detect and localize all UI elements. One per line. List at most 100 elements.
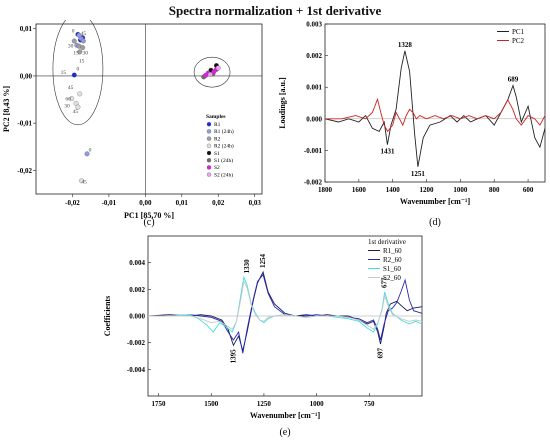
x-tick-label: 750 bbox=[364, 400, 375, 408]
x-tick-label: -0,01 bbox=[102, 199, 117, 207]
x-tick-label: 800 bbox=[489, 186, 500, 194]
legend-label: R2 bbox=[214, 136, 221, 142]
legend-label: R1 bbox=[214, 122, 221, 128]
x-axis-label: Wavenumber [cm⁻¹] bbox=[400, 197, 471, 206]
legend-label: R1 (24h) bbox=[214, 128, 234, 135]
loadings-chart: 1800 1600 1400 1200 1000 800 600 0.003 0.002 0.00… bbox=[278, 21, 546, 228]
loadings-panel: 1800 1600 1400 1200 1000 800 600 0.003 0.002 0.00… bbox=[275, 20, 550, 230]
y-tick-label: 0.004 bbox=[129, 259, 145, 267]
legend-label: R2_60 bbox=[383, 256, 402, 264]
scatter-point bbox=[69, 96, 75, 102]
series-line bbox=[325, 97, 546, 133]
legend-label: S2_60 bbox=[383, 274, 401, 282]
y-axis-label: PC2 [8,43 %] bbox=[2, 86, 11, 132]
legend-marker bbox=[206, 136, 212, 141]
peak-annotation: 1431 bbox=[380, 148, 395, 156]
x-tick-label: 600 bbox=[523, 186, 534, 194]
scatter-point bbox=[80, 45, 86, 51]
scatter-point bbox=[71, 72, 77, 78]
point-label: 15 bbox=[61, 70, 67, 76]
x-tick-label: -0,02 bbox=[65, 199, 80, 207]
y-tick-label: 0.000 bbox=[306, 115, 322, 123]
y-tick-label: 0.001 bbox=[306, 84, 322, 92]
coefficients-chart: 1750 1500 1250 1000 750 0.004 0.002 0.000 -0.002… bbox=[103, 235, 423, 438]
plot-frame bbox=[324, 23, 546, 183]
scatter-point bbox=[75, 104, 81, 110]
legend-label: R2 (24h) bbox=[214, 143, 234, 150]
y-tick-label: 0,01 bbox=[20, 25, 33, 33]
cluster-ellipse-s bbox=[193, 56, 231, 88]
x-axis-label: Wavenumber [cm⁻¹] bbox=[250, 411, 321, 420]
legend-label: S2 bbox=[214, 165, 220, 171]
x-tick-label: 1500 bbox=[204, 400, 219, 408]
legend-label: S1 bbox=[214, 151, 220, 157]
legend-label: S2 (24h) bbox=[214, 171, 233, 178]
series-line bbox=[324, 50, 546, 167]
y-tick-label: -0,01 bbox=[17, 120, 32, 128]
point-label: 45 bbox=[73, 109, 79, 115]
scatter-point bbox=[77, 49, 83, 55]
coefficients-panel: 1750 1500 1250 1000 750 0.004 0.002 0.000 -0.002… bbox=[100, 232, 430, 441]
legend-marker bbox=[206, 143, 212, 148]
point-label: 60 bbox=[65, 97, 71, 103]
y-tick-label: 0.002 bbox=[306, 52, 322, 60]
x-tick-label: 0,00 bbox=[139, 199, 152, 207]
x-tick-label: 1000 bbox=[310, 400, 325, 408]
x-tick-label: 0,02 bbox=[212, 199, 225, 207]
point-label: 45 bbox=[68, 85, 74, 91]
scatter-point bbox=[77, 91, 83, 97]
peak-annotation: 697 bbox=[376, 348, 384, 359]
point-label: 45 bbox=[81, 31, 87, 37]
point-label: 0 bbox=[77, 66, 80, 72]
series-line bbox=[148, 273, 423, 354]
x-tick-label: 0,01 bbox=[176, 199, 189, 207]
y-tick-label: -0.001 bbox=[304, 147, 323, 155]
point-label: 30 bbox=[68, 44, 74, 50]
peak-annotation: 677 bbox=[381, 277, 389, 288]
panel-label: (c) bbox=[143, 217, 154, 228]
panel-label: (d) bbox=[429, 217, 441, 228]
y-axis-label: Loadings [a.u.] bbox=[278, 77, 287, 129]
legend-marker bbox=[206, 158, 212, 163]
x-tick-label: 1400 bbox=[386, 186, 401, 194]
peak-annotation: 1395 bbox=[229, 349, 237, 364]
scatter-point bbox=[203, 73, 208, 78]
legend-label: PC1 bbox=[512, 28, 525, 36]
series-line bbox=[148, 279, 423, 330]
scatter-point bbox=[215, 65, 221, 71]
y-tick-label: 0.000 bbox=[129, 313, 145, 321]
peak-annotation: 1330 bbox=[243, 259, 251, 274]
scatter-point bbox=[71, 38, 77, 44]
y-tick-label: -0.002 bbox=[127, 339, 146, 347]
point-label: 0 bbox=[72, 29, 75, 35]
legend-marker bbox=[206, 165, 212, 170]
x-tick-label: 1000 bbox=[453, 186, 468, 194]
legend-marker bbox=[206, 122, 212, 127]
point-label: 15 bbox=[73, 51, 79, 57]
scatter-point bbox=[79, 178, 85, 184]
y-tick-label: 0.002 bbox=[129, 286, 145, 294]
plot-frame bbox=[35, 23, 263, 195]
legend-title: Samples bbox=[206, 114, 226, 120]
scatter-point bbox=[211, 69, 217, 75]
y-tick-label: -0.002 bbox=[304, 179, 323, 187]
point-label: 15 bbox=[79, 59, 85, 65]
pca-scores-chart: -0,02 -0,01 0,00 0,01 0,02 0,03 0,01 0,00 -0,01 -… bbox=[2, 12, 263, 228]
x-tick-label: 1600 bbox=[352, 186, 367, 194]
legend-marker bbox=[206, 150, 212, 156]
x-tick-label: 0,03 bbox=[249, 199, 262, 207]
legend-label: S1 (24h) bbox=[214, 157, 233, 164]
peak-annotation: 1328 bbox=[398, 41, 413, 49]
legend-marker bbox=[206, 172, 212, 177]
x-tick-label: 1750 bbox=[152, 400, 167, 408]
legend-label: PC2 bbox=[512, 37, 525, 45]
page-title: Spectra normalization + 1st derivative bbox=[168, 3, 382, 18]
pca-scores-panel: -0,02 -0,01 0,00 0,01 0,02 0,03 0,01 0,00 -0,01 -… bbox=[0, 12, 270, 230]
y-tick-label: -0,02 bbox=[17, 167, 32, 175]
point-label: 0 bbox=[89, 148, 92, 154]
x-tick-label: 1800 bbox=[318, 186, 333, 194]
legend-marker bbox=[206, 129, 212, 134]
legend-title: 1st derivative bbox=[368, 238, 406, 246]
point-label: 30 bbox=[82, 51, 88, 57]
scatter-point bbox=[80, 38, 86, 44]
